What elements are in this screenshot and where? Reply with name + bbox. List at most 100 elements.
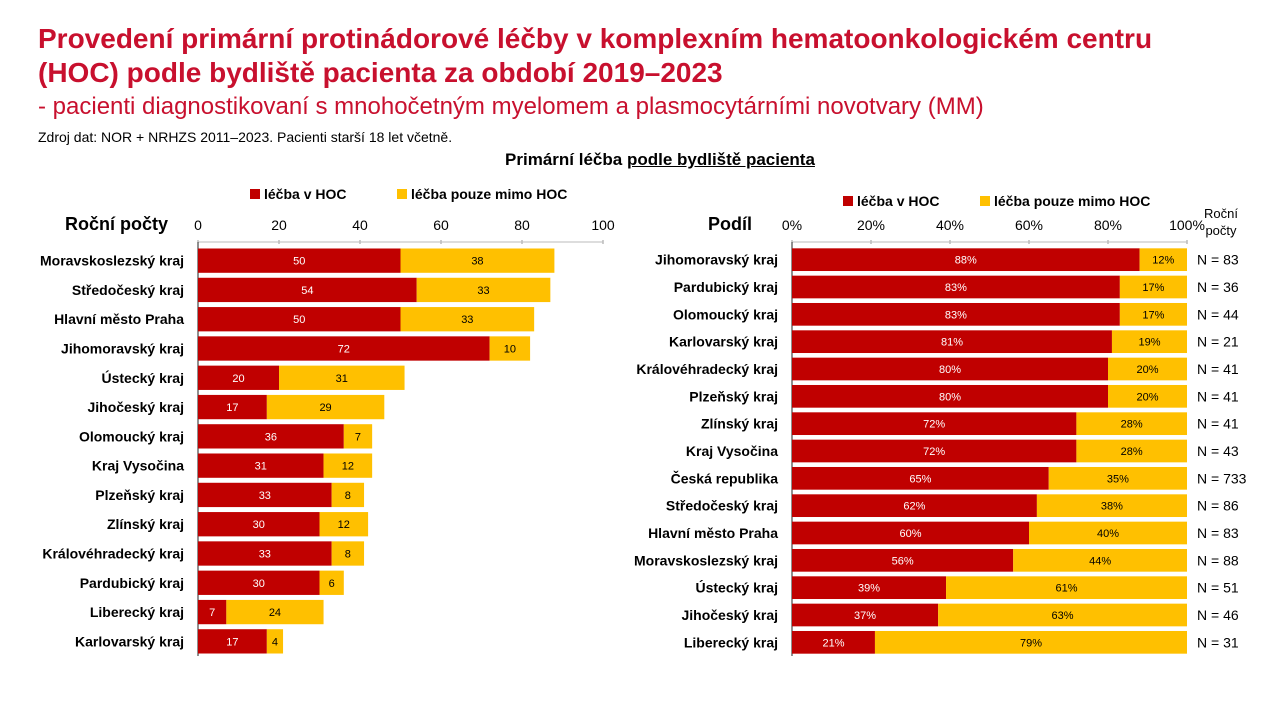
chart2-category-label: Karlovarský kraj bbox=[669, 334, 778, 350]
chart1-data-label-hoc: 20 bbox=[232, 373, 244, 385]
chart1-x-tick-label: 100 bbox=[591, 217, 615, 233]
section-title-plain: Primární léčba bbox=[505, 150, 627, 169]
chart1-bar-outside bbox=[323, 453, 373, 478]
chart2-bar-hoc bbox=[792, 494, 1037, 518]
chart2-bar-hoc bbox=[792, 330, 1112, 354]
chart1-data-label-outside: 8 bbox=[345, 490, 351, 502]
chart2-data-label-outside: 12% bbox=[1152, 255, 1174, 267]
chart2-data-label-hoc: 80% bbox=[939, 391, 961, 403]
chart1-category-label: Olomoucký kraj bbox=[79, 428, 184, 444]
chart2-n-label: N = 41 bbox=[1197, 388, 1239, 404]
chart1-bar-hoc bbox=[198, 277, 417, 303]
chart1-data-label-outside: 10 bbox=[504, 344, 516, 356]
chart1-bar-outside bbox=[331, 541, 365, 566]
chart1-data-label-outside: 33 bbox=[461, 314, 473, 326]
chart1-bar-outside bbox=[279, 365, 405, 390]
chart1-category-label: Ústecký kraj bbox=[101, 369, 184, 386]
chart1-data-label-outside: 24 bbox=[269, 607, 281, 619]
chart2-n-label: N = 733 bbox=[1197, 470, 1247, 486]
chart2-n-label: N = 41 bbox=[1197, 416, 1239, 432]
chart1-x-tick-label: 0 bbox=[194, 217, 202, 233]
chart2-data-label-outside: 44% bbox=[1089, 555, 1111, 567]
data-source: Zdroj dat: NOR + NRHZS 2011–2023. Pacien… bbox=[38, 129, 453, 145]
chart2-n-label: N = 51 bbox=[1197, 580, 1239, 596]
chart2-data-label-outside: 79% bbox=[1020, 637, 1042, 649]
chart2-bar-outside bbox=[1029, 521, 1187, 545]
chart1-x-tick-label: 80 bbox=[514, 217, 530, 233]
chart2-data-label-hoc: 72% bbox=[923, 419, 945, 431]
chart2-category-label: Pardubický kraj bbox=[674, 279, 778, 295]
chart2-bar-hoc bbox=[792, 603, 939, 627]
chart1-legend-swatch-hoc bbox=[250, 189, 260, 199]
chart2-bar-outside bbox=[1108, 384, 1187, 408]
chart2-bar-outside bbox=[1076, 439, 1187, 463]
chart1-data-label-outside: 33 bbox=[477, 285, 489, 297]
chart2-data-label-hoc: 80% bbox=[939, 364, 961, 376]
chart1-data-label-outside: 12 bbox=[342, 461, 354, 473]
chart2-bar-hoc bbox=[792, 384, 1108, 408]
chart1-bar-outside bbox=[489, 336, 531, 361]
chart2-category-label: Hlavní město Praha bbox=[648, 525, 778, 541]
chart2-legend-swatch-hoc bbox=[843, 196, 853, 206]
chart2-bar-outside bbox=[1036, 494, 1187, 518]
chart1-bar-hoc bbox=[198, 541, 332, 566]
chart1-data-label-hoc: 30 bbox=[253, 578, 265, 590]
chart1-data-label-hoc: 36 bbox=[265, 431, 277, 443]
chart1-bar-hoc bbox=[198, 394, 267, 420]
chart1-data-label-hoc: 54 bbox=[301, 285, 313, 297]
chart2-bar-hoc bbox=[792, 357, 1108, 381]
chart1-data-label-hoc: 50 bbox=[293, 314, 305, 326]
chart1-bar-outside bbox=[319, 512, 369, 537]
chart2-data-label-outside: 28% bbox=[1121, 446, 1143, 458]
chart1-bar-hoc bbox=[198, 570, 320, 595]
chart1-data-label-outside: 6 bbox=[329, 578, 335, 590]
chart2-category-label: Česká republika bbox=[671, 469, 779, 486]
chart2-data-label-hoc: 81% bbox=[941, 337, 963, 349]
main-title: Provedení primární protinádorové léčby v… bbox=[38, 22, 1258, 90]
chart2-data-label-hoc: 83% bbox=[945, 282, 967, 294]
chart1-data-label-hoc: 17 bbox=[226, 402, 238, 414]
chart1-x-tick-label: 40 bbox=[352, 217, 368, 233]
chart2-n-label: N = 86 bbox=[1197, 498, 1239, 514]
chart2-data-label-outside: 38% bbox=[1101, 501, 1123, 513]
chart1-bar-hoc bbox=[198, 599, 227, 625]
chart2-bar-hoc bbox=[792, 275, 1120, 299]
chart1-bar-hoc bbox=[198, 629, 267, 654]
chart2-bar-outside bbox=[874, 630, 1187, 654]
chart1-data-label-outside: 4 bbox=[272, 636, 278, 648]
chart2-bar-outside bbox=[946, 576, 1187, 600]
chart1-data-label-outside: 29 bbox=[319, 402, 331, 414]
chart2-bar-outside bbox=[1111, 330, 1187, 354]
section-title: Primární léčba podle bydliště pacienta bbox=[0, 150, 1280, 170]
chart1-bar-outside bbox=[266, 394, 385, 420]
chart1-data-label-hoc: 33 bbox=[259, 549, 271, 561]
chart2-x-tick-label: 80% bbox=[1094, 217, 1122, 233]
chart2-x-tick-label: 0% bbox=[782, 217, 802, 233]
chart2-n-label: N = 41 bbox=[1197, 361, 1239, 377]
chart1-category-label: Jihočeský kraj bbox=[87, 399, 184, 415]
chart1-data-label-hoc: 7 bbox=[209, 607, 215, 619]
chart1-legend-swatch-outside bbox=[397, 189, 407, 199]
chart2-category-label: Jihomoravský kraj bbox=[655, 252, 778, 268]
chart2-n-header-line2: počty bbox=[1205, 223, 1237, 238]
chart1-bar-hoc bbox=[198, 424, 344, 449]
chart2-data-label-outside: 17% bbox=[1142, 282, 1164, 294]
chart1-bar-hoc bbox=[198, 453, 324, 478]
chart2-data-label-hoc: 62% bbox=[903, 501, 925, 513]
chart2-legend-label-hoc: léčba v HOC bbox=[857, 193, 939, 209]
chart2-bar-hoc bbox=[792, 630, 875, 654]
chart2-bar-outside bbox=[1119, 275, 1187, 299]
chart1-title: Roční počty bbox=[65, 214, 168, 234]
chart1-bar-outside bbox=[331, 482, 365, 508]
chart2-x-tick-label: 40% bbox=[936, 217, 964, 233]
chart2-n-label: N = 83 bbox=[1197, 252, 1239, 268]
chart1-category-label: Liberecký kraj bbox=[90, 604, 184, 620]
chart2-category-label: Liberecký kraj bbox=[684, 634, 778, 650]
chart2-data-label-hoc: 65% bbox=[909, 473, 931, 485]
chart1-bar-outside bbox=[319, 570, 344, 595]
chart2-bar-hoc bbox=[792, 466, 1049, 490]
chart2-bar-outside bbox=[1108, 357, 1187, 381]
chart1-category-label: Jihomoravský kraj bbox=[61, 341, 184, 357]
chart1-category-label: Zlínský kraj bbox=[107, 516, 184, 532]
chart1-category-label: Pardubický kraj bbox=[80, 575, 184, 591]
